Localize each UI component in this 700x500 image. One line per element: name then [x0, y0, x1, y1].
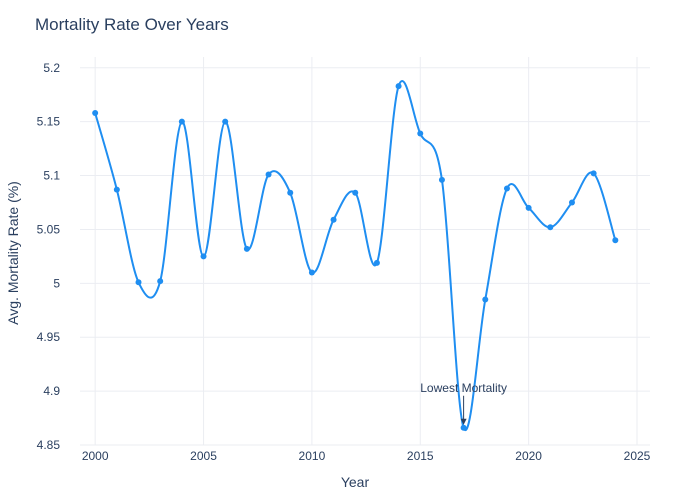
annotation-layer: Lowest Mortality — [420, 381, 507, 425]
x-tick-label: 2015 — [407, 449, 434, 463]
data-point[interactable] — [200, 253, 207, 260]
tick-labels: 4.85 4.9 4.95 5 5.05 5.1 5.15 5.2 2000 2005 2010 20… — [37, 61, 651, 463]
y-tick-label: 4.85 — [37, 438, 61, 452]
data-point[interactable] — [373, 259, 380, 266]
y-tick-label: 5.05 — [37, 222, 61, 236]
data-point[interactable] — [438, 176, 445, 183]
y-tick-label: 5.2 — [43, 61, 60, 75]
series-line — [94, 80, 617, 432]
data-point[interactable] — [395, 83, 402, 90]
y-tick-label: 4.9 — [43, 384, 60, 398]
data-point[interactable] — [265, 171, 272, 178]
y-tick-label: 5.15 — [37, 115, 61, 129]
x-axis-label: Year — [341, 474, 370, 490]
data-point[interactable] — [612, 237, 619, 244]
annotation-arrowhead — [460, 418, 467, 425]
data-point[interactable] — [590, 170, 597, 177]
data-point[interactable] — [352, 189, 359, 196]
y-tick-label: 4.95 — [37, 330, 61, 344]
data-point[interactable] — [222, 118, 229, 125]
data-point[interactable] — [308, 269, 315, 276]
data-point[interactable] — [135, 279, 142, 286]
y-tick-label: 5 — [53, 276, 60, 290]
data-point[interactable] — [525, 204, 532, 211]
y-tick-label: 5.1 — [43, 169, 60, 183]
data-point[interactable] — [330, 216, 337, 223]
data-point[interactable] — [157, 278, 164, 285]
data-point[interactable] — [547, 224, 554, 231]
x-tick-label: 2025 — [624, 449, 651, 463]
data-point[interactable] — [460, 424, 467, 431]
x-tick-label: 2020 — [515, 449, 542, 463]
x-tick-label: 2010 — [299, 449, 326, 463]
x-tick-label: 2000 — [82, 449, 109, 463]
data-point[interactable] — [482, 296, 489, 303]
data-point[interactable] — [92, 110, 99, 117]
series-layer — [92, 80, 619, 432]
data-point[interactable] — [417, 130, 424, 137]
chart-title: Mortality Rate Over Years — [35, 15, 229, 34]
data-point[interactable] — [113, 186, 120, 193]
annotation-label: Lowest Mortality — [420, 381, 507, 395]
data-point[interactable] — [503, 185, 510, 192]
data-point[interactable] — [287, 189, 294, 196]
y-axis-label: Avg. Mortality Rate (%) — [5, 181, 21, 325]
data-point[interactable] — [178, 118, 185, 125]
data-point[interactable] — [568, 199, 575, 206]
x-tick-label: 2005 — [190, 449, 217, 463]
data-point[interactable] — [243, 245, 250, 252]
